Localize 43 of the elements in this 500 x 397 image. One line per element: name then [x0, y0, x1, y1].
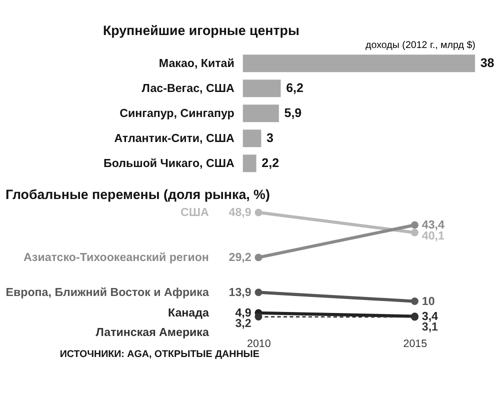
- point: [254, 254, 262, 262]
- point: [410, 221, 418, 229]
- data-label: 29,2: [228, 251, 252, 264]
- x-tick-label: 2010: [247, 338, 271, 350]
- y-tick-label: Сингапур, Сингапур: [120, 106, 234, 120]
- data-label: 43,4: [422, 218, 445, 232]
- data-label: 10: [422, 294, 435, 308]
- text: Канада: [168, 306, 210, 320]
- bar: [242, 104, 279, 122]
- text: США: [180, 206, 210, 220]
- y-tick-label: Атлантик-Сити, США: [114, 132, 235, 145]
- data-label: 2,2: [262, 156, 280, 170]
- bar: [242, 154, 256, 172]
- data-label: 40,1: [422, 229, 445, 242]
- data-label: 13,9: [228, 286, 252, 299]
- text: Европа, Ближний Восток и Африка: [6, 286, 210, 299]
- chart-title: Глобальные перемены (доля рынка, %): [6, 187, 270, 202]
- point: [254, 313, 262, 321]
- text: ИСТОЧНИКИ: AGA, ОТКРЫТЫЕ ДАННЫЕ: [60, 349, 260, 360]
- data-label: 3: [266, 130, 274, 145]
- point: [410, 228, 418, 236]
- point: [410, 298, 418, 305]
- point: [254, 208, 262, 216]
- y-tick-label: Лас-Вегас, США: [142, 82, 235, 95]
- data-label: 3,4: [422, 310, 439, 323]
- y-tick-label: Макао, Китай: [158, 56, 234, 70]
- x-axis-title: доходы (2012 г., млрд $): [366, 40, 476, 51]
- bar: [242, 80, 281, 98]
- point: [254, 288, 262, 296]
- y-tick-label: Большой Чикаго, США: [104, 156, 235, 170]
- text: Азиатско-Тихоокеанский регион: [24, 251, 209, 264]
- data-label: 48,9: [228, 206, 252, 220]
- x-tick-label: 2015: [403, 338, 428, 350]
- bar: [242, 130, 262, 148]
- data-label: 3,2: [235, 317, 252, 330]
- data-label: 38: [480, 56, 494, 70]
- data-label: 5,9: [284, 106, 302, 120]
- bar: [242, 54, 475, 72]
- data-label: 6,2: [286, 80, 304, 95]
- data-label: 3,1: [422, 320, 439, 334]
- chart-title: Крупнейшие игорные центры: [102, 22, 300, 38]
- text: Латинская Америка: [96, 326, 210, 340]
- data-label: 4,9: [235, 306, 252, 320]
